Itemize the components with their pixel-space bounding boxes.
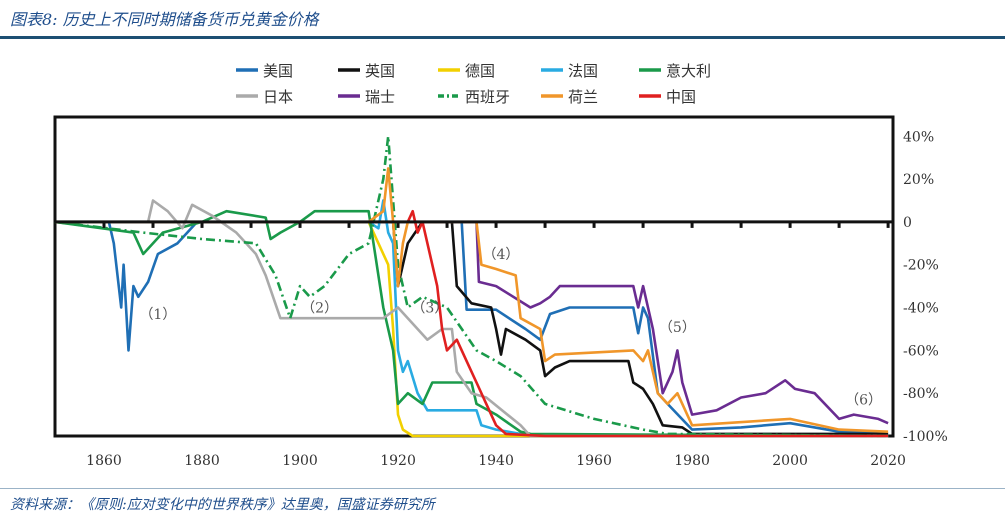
series-line-1	[55, 220, 889, 436]
y-tick-label: 20%	[903, 172, 934, 188]
y-tick-label: 0	[903, 215, 912, 231]
title-divider	[0, 36, 1005, 39]
y-tick-label: -100%	[903, 429, 948, 445]
legend-label: 英国	[365, 62, 395, 80]
x-tick-label: 2000	[772, 453, 808, 469]
series-line-2	[55, 220, 889, 438]
x-tick-label: 1920	[380, 453, 416, 469]
series-line-7	[54, 135, 889, 438]
legend-label: 中国	[666, 88, 696, 106]
annotation-label: （6）	[845, 393, 882, 409]
annotation-label: （5）	[659, 320, 696, 336]
x-tick-label: 2020	[870, 453, 906, 469]
x-tick-label: 1960	[576, 453, 612, 469]
legend-label: 瑞士	[365, 88, 395, 106]
series-line-5	[55, 199, 889, 438]
legend-label: 法国	[568, 62, 598, 80]
legend-label: 美国	[263, 62, 293, 80]
series-line-9	[406, 209, 889, 438]
annotation-label: （3）	[411, 301, 448, 317]
source-note: 资料来源：《原则:应对变化中的世界秩序》达里奥，国盛证券研究所	[10, 497, 435, 513]
y-tick-label: -60%	[903, 343, 939, 359]
x-tick-label: 1900	[282, 453, 318, 469]
footer-divider	[0, 488, 1005, 489]
y-tick-label: 40%	[903, 129, 934, 145]
annotation-label: （1）	[139, 307, 176, 323]
series-line-6	[55, 220, 889, 425]
x-tick-label: 1940	[478, 453, 514, 469]
annotation-label: （4）	[482, 247, 519, 263]
y-tick-label: -20%	[903, 258, 939, 274]
y-tick-label: -40%	[903, 301, 939, 317]
x-tick-label: 1880	[184, 453, 220, 469]
y-tick-label: -80%	[903, 386, 939, 402]
series-line-0	[55, 220, 889, 436]
figure-title: 图表8: 历史上不同时期储备货币兑黄金价格	[10, 10, 319, 29]
legend-label: 西班牙	[465, 88, 510, 106]
series-line-4	[54, 209, 889, 438]
legend-label: 意大利	[666, 62, 711, 80]
series-line-8	[55, 167, 889, 433]
x-tick-label: 1860	[86, 453, 122, 469]
legend-label: 德国	[465, 62, 495, 80]
annotation-label: （2）	[301, 301, 338, 317]
series-line-3	[55, 199, 889, 438]
legend-label: 日本	[263, 88, 293, 106]
legend-label: 荷兰	[568, 88, 598, 106]
x-tick-label: 1980	[674, 453, 710, 469]
